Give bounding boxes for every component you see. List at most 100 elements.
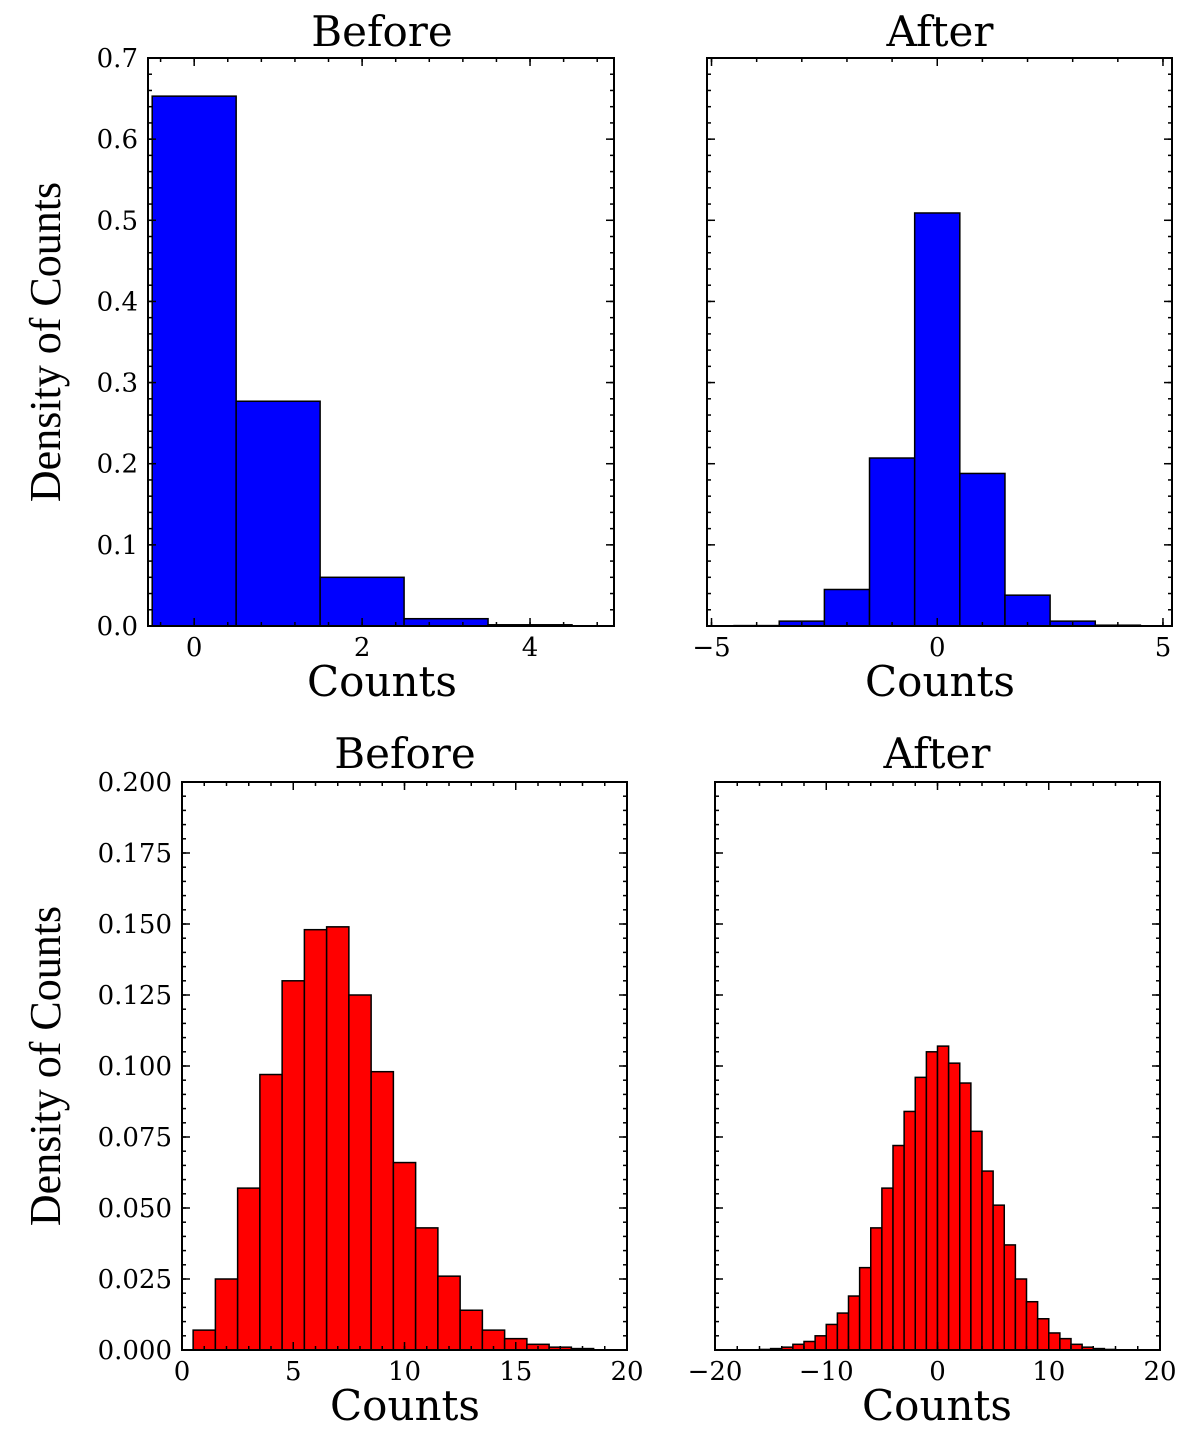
plot-frame — [181, 781, 628, 1351]
bar-group — [192, 926, 595, 1351]
chart-bottom-right-after: After Counts −20 −10 0 10 20 — [688, 729, 1177, 1430]
histogram-bar — [403, 617, 489, 627]
x-axis-label: Counts — [862, 1381, 1012, 1430]
histogram-bar — [1059, 1337, 1072, 1351]
histogram-bar — [836, 1312, 850, 1351]
histogram-bar — [236, 1187, 261, 1351]
y-tick-label: 0.100 — [98, 1052, 172, 1082]
histogram-bar — [814, 1335, 828, 1351]
x-tick-label: 10 — [1032, 1357, 1065, 1387]
bar-group — [151, 95, 573, 627]
x-tick-label: 5 — [1155, 633, 1172, 663]
y-tick-label: 0.175 — [98, 839, 172, 869]
bar-group — [733, 212, 1142, 627]
histogram-bar — [913, 212, 961, 627]
y-tick-label: 0.7 — [97, 44, 138, 74]
histogram-bar — [803, 1340, 816, 1351]
plot-frame — [714, 781, 1161, 1351]
y-tick-label: 0.025 — [98, 1265, 172, 1295]
x-tick-label: 0 — [186, 633, 203, 663]
x-tick-label: 10 — [388, 1357, 421, 1387]
y-tick-label: 0.1 — [97, 531, 138, 561]
histogram-bar — [970, 1130, 983, 1351]
histogram-bar — [235, 400, 321, 627]
x-tick-label: −20 — [688, 1357, 743, 1387]
histogram-bar — [936, 1045, 950, 1351]
tick-group: 0 2 4 0.0 0.1 0.2 0.3 0.4 0.5 0.6 0.7 — [97, 44, 614, 663]
x-tick-label: 15 — [499, 1357, 532, 1387]
histogram-bar — [214, 1278, 239, 1351]
bar-group — [758, 1045, 1117, 1351]
x-axis-label: Counts — [330, 1381, 480, 1430]
histogram-bar — [151, 95, 237, 627]
histogram-bar — [303, 928, 328, 1351]
x-tick-label: 2 — [354, 633, 371, 663]
histogram-bar — [1048, 1332, 1061, 1351]
y-tick-label: 0.075 — [98, 1123, 172, 1153]
histogram-bar — [959, 472, 1006, 627]
histogram-bar — [959, 1082, 972, 1351]
chart-bottom-left-before: Before Counts Density of Counts 0 5 10 15 20… — [21, 729, 644, 1430]
plot-frame — [147, 57, 615, 627]
histogram-bar — [903, 1110, 917, 1351]
histogram-bar — [348, 994, 372, 1351]
histogram-bar — [981, 1170, 994, 1351]
y-tick-label: 0.6 — [97, 125, 138, 155]
chart-title: Before — [334, 729, 475, 778]
histogram-bar — [858, 1266, 872, 1351]
y-tick-label: 0.5 — [97, 206, 138, 236]
histogram-bar — [1014, 1278, 1028, 1351]
y-tick-label: 0.000 — [98, 1336, 172, 1366]
x-tick-label: 0 — [174, 1357, 191, 1387]
histogram-bar — [459, 1309, 484, 1351]
y-tick-label: 0.3 — [97, 369, 138, 399]
histogram-bar — [947, 1062, 961, 1351]
chart-title: Before — [311, 7, 452, 56]
histogram-bar — [868, 457, 916, 627]
histogram-bar — [870, 1227, 883, 1351]
histogram-bar — [881, 1187, 894, 1351]
histogram-bar — [259, 1073, 283, 1351]
histogram-bar — [437, 1275, 461, 1351]
x-tick-label: 0 — [929, 633, 946, 663]
histogram-bar — [1025, 1300, 1039, 1351]
histogram-bar — [414, 1227, 439, 1351]
y-tick-label: 0.200 — [98, 768, 172, 798]
x-tick-label: 20 — [1143, 1357, 1176, 1387]
y-axis-label: Density of Counts — [21, 182, 70, 502]
y-tick-label: 0.2 — [97, 450, 138, 480]
x-axis-label: Counts — [307, 657, 457, 706]
histogram-bar — [281, 980, 306, 1351]
chart-top-right-after: After Counts −5 0 5 — [692, 7, 1173, 706]
histogram-bar — [847, 1295, 861, 1351]
histogram-bar — [914, 1076, 928, 1351]
chart-title: After — [883, 729, 992, 778]
x-tick-label: 20 — [610, 1357, 643, 1387]
x-tick-label: 5 — [285, 1357, 302, 1387]
x-axis-label: Counts — [865, 657, 1015, 706]
histogram-bar — [823, 588, 871, 627]
y-tick-label: 0.150 — [98, 910, 172, 940]
histogram-bar — [925, 1051, 939, 1351]
histogram-bar — [1036, 1318, 1050, 1351]
x-tick-label: −10 — [799, 1357, 854, 1387]
histogram-bar — [1004, 594, 1051, 627]
x-tick-label: 4 — [522, 633, 539, 663]
chart-top-left-before: Before Counts Density of Counts 0 2 4 0.0 0.… — [21, 7, 615, 706]
histogram-bar — [825, 1323, 839, 1351]
histogram-bar — [392, 1161, 417, 1351]
y-tick-label: 0.050 — [98, 1194, 172, 1224]
histogram-bar — [892, 1144, 905, 1351]
histogram-bar — [319, 576, 405, 627]
y-tick-label: 0.125 — [98, 981, 172, 1011]
histogram-bar — [325, 926, 350, 1351]
y-tick-label: 0.0 — [97, 612, 138, 642]
y-tick-label: 0.4 — [97, 287, 138, 317]
tick-group: 0 5 10 15 20 0.000 0.025 0.050 0.075 0.100 0.125 0.… — [98, 768, 644, 1387]
plot-frame — [706, 57, 1173, 627]
histogram-bar — [370, 1070, 395, 1351]
chart-title: After — [886, 7, 995, 56]
histogram-bar — [992, 1204, 1006, 1351]
histogram-bar — [1003, 1244, 1017, 1351]
